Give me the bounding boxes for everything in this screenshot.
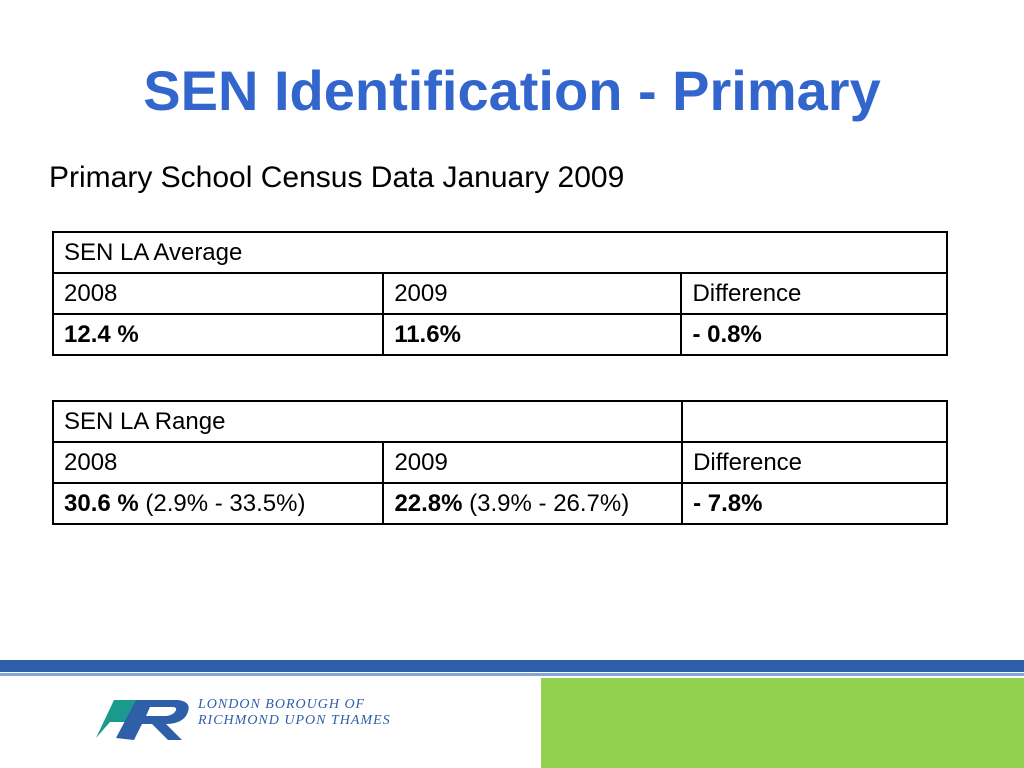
table-header-cell: SEN LA Range	[51, 400, 684, 443]
table-column-row: 2008 2009 Difference	[51, 272, 948, 315]
value-2008: 30.6 % (2.9% - 33.5%)	[51, 482, 385, 525]
table-row: 30.6 % (2.9% - 33.5%) 22.8% (3.9% - 26.7…	[51, 482, 948, 525]
footer-light-line	[0, 673, 1024, 676]
table-header-empty-cell	[681, 400, 948, 443]
value-2009-range: (3.9% - 26.7%)	[462, 489, 630, 517]
column-2008: 2008	[51, 441, 385, 484]
sen-average-table: SEN LA Average 2008 2009 Difference 12.4…	[51, 231, 948, 356]
footer-green-box	[541, 678, 1024, 768]
value-difference: - 0.8%	[680, 313, 948, 356]
value-2009: 11.6%	[382, 313, 683, 356]
column-2009: 2009	[382, 441, 684, 484]
value-2009-main: 11.6%	[394, 320, 461, 348]
richmond-logo-icon	[96, 700, 189, 740]
slide-subtitle: Primary School Census Data January 2009	[49, 161, 625, 194]
logo-text-line2: RICHMOND UPON THAMES	[198, 713, 391, 728]
value-2008-range: (2.9% - 33.5%)	[138, 489, 306, 517]
table-header-row: SEN LA Average	[52, 231, 948, 274]
slide-title: SEN Identification - Primary	[143, 59, 881, 122]
column-difference: Difference	[680, 272, 948, 315]
logo-text-line1: LONDON BOROUGH OF	[198, 697, 366, 712]
table-header-row: SEN LA Range	[51, 400, 948, 443]
value-2009: 22.8% (3.9% - 26.7%)	[382, 482, 684, 525]
table-header-cell: SEN LA Average	[52, 231, 948, 274]
table-column-row: 2008 2009 Difference	[51, 441, 948, 484]
column-difference: Difference	[681, 441, 948, 484]
column-2009: 2009	[382, 272, 683, 315]
logo-text: LONDON BOROUGH OF RICHMOND UPON THAMES	[198, 697, 391, 729]
value-difference-main: - 7.8%	[693, 489, 763, 517]
value-2008-main: 12.4 %	[64, 320, 139, 348]
value-2008-main: 30.6 %	[64, 489, 139, 517]
table-row: 12.4 % 11.6% - 0.8%	[51, 313, 948, 356]
value-2008: 12.4 %	[51, 313, 385, 356]
value-2009-main: 22.8%	[394, 489, 463, 517]
footer-blue-band	[0, 660, 1024, 672]
value-difference-main: - 0.8%	[692, 320, 762, 348]
column-2008: 2008	[51, 272, 385, 315]
value-difference: - 7.8%	[681, 482, 948, 525]
sen-range-table: SEN LA Range 2008 2009 Difference 30.6 %…	[51, 400, 948, 525]
